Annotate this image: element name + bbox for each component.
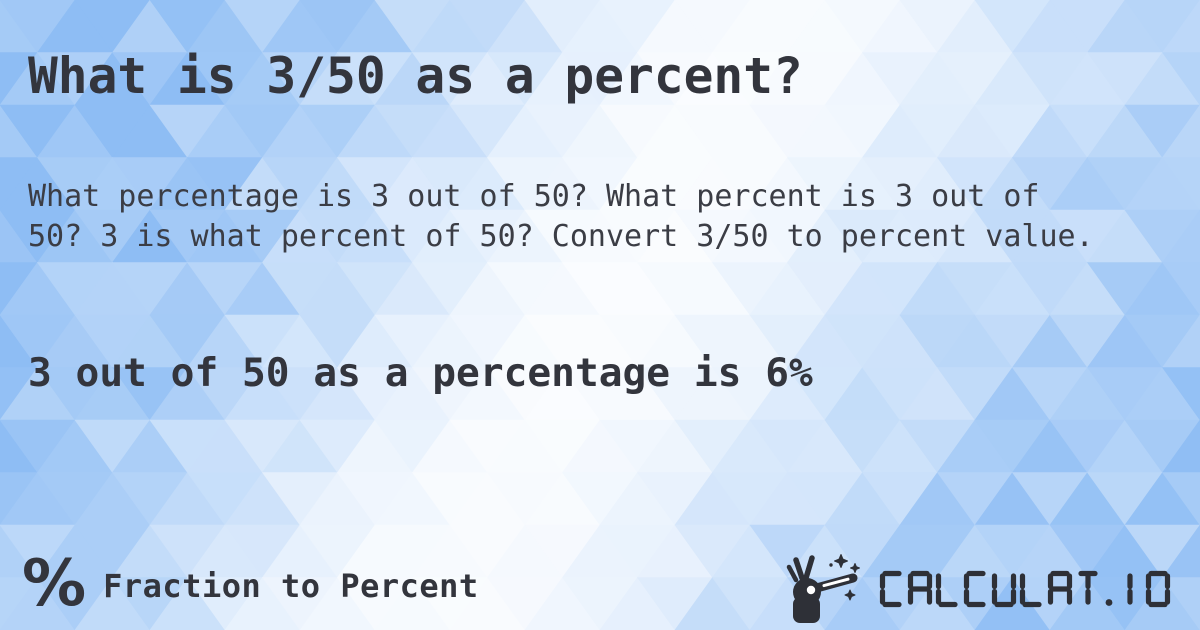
calculatio-logo — [786, 554, 1171, 623]
magic-wand-hand-icon — [786, 554, 860, 623]
page-title: What is 3/50 as a percent? — [28, 47, 803, 105]
logo-wordmark — [879, 570, 1171, 608]
answer-text: 3 out of 50 as a percentage is 6% — [28, 350, 813, 396]
percent-icon: % — [22, 547, 87, 621]
description-text: What percentage is 3 out of 50? What per… — [28, 179, 1094, 254]
category-badge: % Fraction to Percent — [22, 548, 479, 620]
category-label: Fraction to Percent — [103, 566, 479, 605]
